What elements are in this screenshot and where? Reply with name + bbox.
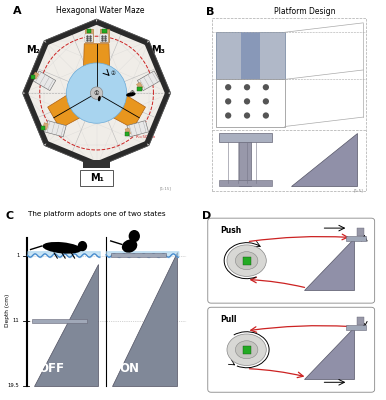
Ellipse shape [42, 242, 81, 254]
Circle shape [90, 87, 103, 99]
Circle shape [78, 241, 87, 251]
Bar [242, 346, 251, 354]
Text: M₁: M₁ [90, 173, 103, 183]
Text: M₂: M₂ [27, 45, 41, 55]
Polygon shape [127, 121, 149, 137]
Text: Platform Design: Platform Design [274, 7, 336, 16]
Polygon shape [357, 317, 364, 325]
Bar [31, 75, 35, 79]
Circle shape [244, 84, 250, 90]
Polygon shape [137, 82, 143, 90]
Circle shape [225, 98, 231, 104]
Polygon shape [45, 121, 66, 137]
Text: M₃: M₃ [151, 45, 165, 55]
Polygon shape [291, 133, 357, 186]
Polygon shape [216, 79, 285, 126]
Polygon shape [43, 123, 48, 130]
Bar [137, 87, 142, 91]
Text: Pull: Pull [220, 315, 236, 324]
Text: [1:5]: [1:5] [354, 188, 363, 192]
Circle shape [129, 230, 140, 242]
Circle shape [66, 63, 127, 123]
Text: A: A [13, 6, 22, 16]
Text: ON: ON [120, 362, 140, 375]
Polygon shape [33, 71, 56, 90]
Ellipse shape [126, 92, 135, 97]
Bar [100, 34, 108, 42]
Text: ①: ① [94, 90, 99, 96]
Ellipse shape [227, 334, 266, 366]
Polygon shape [32, 318, 87, 323]
FancyBboxPatch shape [208, 218, 375, 303]
FancyBboxPatch shape [80, 170, 113, 186]
Polygon shape [219, 180, 272, 186]
Polygon shape [112, 252, 177, 386]
Text: 1: 1 [16, 253, 20, 258]
Polygon shape [48, 83, 100, 128]
Polygon shape [347, 325, 366, 330]
Ellipse shape [122, 240, 137, 253]
Text: 19.5: 19.5 [8, 383, 20, 388]
Polygon shape [125, 128, 130, 135]
Circle shape [244, 348, 249, 352]
Polygon shape [111, 254, 166, 257]
Circle shape [244, 112, 250, 119]
Polygon shape [32, 72, 39, 79]
Text: R=50 cm: R=50 cm [136, 135, 156, 139]
Text: Push: Push [220, 226, 241, 234]
Polygon shape [304, 238, 354, 290]
Polygon shape [83, 160, 110, 168]
Text: C: C [5, 211, 14, 221]
Bar [125, 132, 129, 136]
Circle shape [244, 258, 249, 263]
Circle shape [263, 84, 269, 90]
Circle shape [244, 98, 250, 104]
Bar [86, 29, 91, 34]
Bar [242, 257, 251, 264]
Polygon shape [137, 71, 160, 90]
Polygon shape [241, 32, 259, 79]
Text: OFF: OFF [38, 362, 64, 375]
Polygon shape [304, 328, 354, 379]
Ellipse shape [235, 341, 258, 359]
Circle shape [225, 84, 231, 90]
Text: The platform adopts one of two states: The platform adopts one of two states [28, 211, 165, 217]
Ellipse shape [227, 245, 266, 276]
Text: ②: ② [110, 72, 115, 76]
Polygon shape [83, 44, 110, 90]
Polygon shape [216, 32, 285, 79]
Text: B: B [206, 7, 215, 17]
Circle shape [263, 98, 269, 104]
Polygon shape [93, 83, 146, 128]
Polygon shape [357, 228, 364, 236]
Bar [85, 29, 93, 42]
Bar [85, 34, 93, 42]
Text: [1:15]: [1:15] [160, 187, 172, 191]
Polygon shape [347, 236, 366, 241]
Polygon shape [219, 133, 272, 142]
Polygon shape [239, 139, 251, 186]
Text: Hexagonal Water Maze: Hexagonal Water Maze [56, 6, 144, 15]
Text: ③: ③ [130, 90, 135, 96]
Circle shape [225, 112, 231, 119]
Circle shape [263, 112, 269, 119]
Ellipse shape [98, 96, 101, 101]
Polygon shape [22, 19, 171, 167]
Text: D: D [202, 211, 211, 221]
Bar [100, 29, 108, 42]
Text: Depth (cm): Depth (cm) [5, 294, 10, 327]
Polygon shape [34, 264, 98, 386]
Text: 11: 11 [13, 318, 20, 323]
Bar [41, 126, 45, 130]
Ellipse shape [235, 252, 258, 270]
Bar [102, 29, 107, 34]
FancyBboxPatch shape [208, 307, 375, 392]
